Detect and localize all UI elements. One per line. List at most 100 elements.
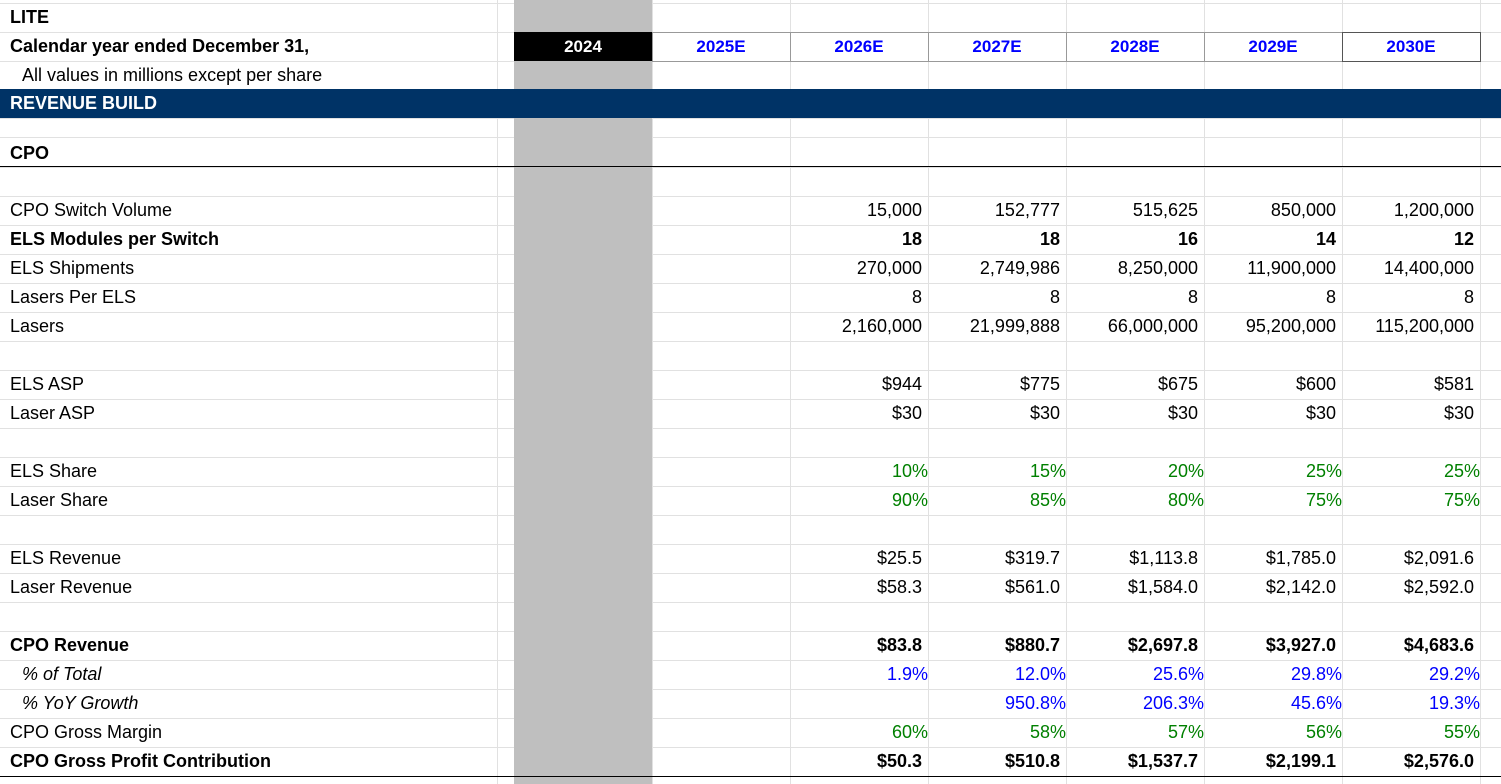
- grid-line: [1204, 0, 1205, 784]
- cell-value: $50.3: [876, 751, 922, 771]
- cell-value: $83.8: [876, 635, 922, 655]
- cell-value: $600: [1295, 374, 1336, 394]
- year-header-cell: [1342, 32, 1481, 62]
- year-header-cell: [1204, 32, 1343, 62]
- cell-value: 19.3%: [1428, 693, 1480, 713]
- cell-value: 21,999,888: [969, 316, 1060, 336]
- grid-line: [0, 254, 1501, 255]
- grid-line: [0, 747, 1501, 748]
- bottom-border: [0, 776, 1501, 777]
- grid-line: [0, 544, 1501, 545]
- grid-line: [1066, 0, 1067, 784]
- cell-value: $30: [1443, 403, 1474, 423]
- grid-line: [0, 3, 1501, 4]
- cell-value: $2,142.0: [1265, 577, 1336, 597]
- row-label: ELS Share: [10, 461, 98, 481]
- cell-value: 55%: [1443, 722, 1480, 742]
- row-label: ELS ASP: [10, 374, 85, 394]
- year-header: 2029E: [1248, 37, 1298, 56]
- cell-value: $581: [1433, 374, 1474, 394]
- cell-value: 15%: [1029, 461, 1066, 481]
- grid-line: [0, 283, 1501, 284]
- cell-value: $30: [1167, 403, 1198, 423]
- row-label: CPO Revenue: [10, 635, 130, 655]
- cell-value: 16: [1177, 229, 1198, 249]
- grid-line: [0, 341, 1501, 342]
- cell-value: 95,200,000: [1245, 316, 1336, 336]
- cell-value: $4,683.6: [1403, 635, 1474, 655]
- cell-value: 8,250,000: [1117, 258, 1198, 278]
- cell-value: $30: [1305, 403, 1336, 423]
- cell-value: 85%: [1029, 490, 1066, 510]
- cell-value: $58.3: [876, 577, 922, 597]
- cell-value: 80%: [1167, 490, 1204, 510]
- row-label: % of Total: [22, 664, 102, 684]
- row-label: ELS Modules per Switch: [10, 229, 220, 249]
- cell-value: 90%: [891, 490, 928, 510]
- grid-line: [0, 689, 1501, 690]
- grid-line: [1480, 0, 1481, 784]
- row-label: Laser Revenue: [10, 577, 133, 597]
- grid-line: [0, 399, 1501, 400]
- row-label: CPO Switch Volume: [10, 200, 173, 220]
- cell-value: $30: [891, 403, 922, 423]
- cell-value: 15,000: [866, 200, 922, 220]
- year-header-cell: [928, 32, 1067, 62]
- cell-value: $2,576.0: [1403, 751, 1474, 771]
- grid-line: [497, 0, 498, 784]
- grid-line: [0, 515, 1501, 516]
- row-label: Laser ASP: [10, 403, 96, 423]
- cell-value: $1,584.0: [1127, 577, 1198, 597]
- cell-value: 11,900,000: [1247, 258, 1336, 278]
- cell-value: 8: [911, 287, 922, 307]
- year-header-cell: [1066, 32, 1205, 62]
- ticker: LITE: [10, 7, 49, 27]
- cell-value: 25%: [1305, 461, 1342, 481]
- cell-value: 152,777: [994, 200, 1060, 220]
- grid-line: [0, 457, 1501, 458]
- grid-line: [1342, 0, 1343, 784]
- cell-value: 850,000: [1270, 200, 1336, 220]
- cell-value: 45.6%: [1290, 693, 1342, 713]
- cell-value: 56%: [1305, 722, 1342, 742]
- grid-line: [0, 312, 1501, 313]
- cell-value: 75%: [1305, 490, 1342, 510]
- row-label: Laser Share: [10, 490, 109, 510]
- grid-line: [790, 0, 791, 784]
- row-label: Lasers: [10, 316, 65, 336]
- cell-value: $561.0: [1004, 577, 1060, 597]
- grid-line: [0, 370, 1501, 371]
- cell-value: 25%: [1443, 461, 1480, 481]
- cell-value: $1,537.7: [1127, 751, 1198, 771]
- cell-value: 14: [1315, 229, 1336, 249]
- section-bar: [0, 89, 1501, 118]
- grid-line: [0, 196, 1501, 197]
- cell-value: $2,199.1: [1265, 751, 1336, 771]
- row-label: CPO Gross Margin: [10, 722, 163, 742]
- cell-value: 75%: [1443, 490, 1480, 510]
- grid-line: [0, 631, 1501, 632]
- cell-value: 1,200,000: [1393, 200, 1474, 220]
- row-label: Lasers Per ELS: [10, 287, 137, 307]
- year-header-cell: [514, 32, 652, 61]
- cell-value: 29.2%: [1428, 664, 1480, 684]
- year-header: 2027E: [972, 37, 1022, 56]
- grid-line: [652, 0, 653, 784]
- cell-value: 10%: [891, 461, 928, 481]
- units-note: All values in millions except per share: [22, 65, 323, 85]
- grid-line: [0, 428, 1501, 429]
- section-title: REVENUE BUILD: [10, 93, 158, 113]
- cell-value: 1.9%: [886, 664, 928, 684]
- grid-line: [0, 118, 1501, 119]
- cell-value: $775: [1019, 374, 1060, 394]
- highlight-column: [514, 0, 652, 784]
- subsection-title: CPO: [10, 143, 50, 163]
- cell-value: 58%: [1029, 722, 1066, 742]
- cell-value: 60%: [891, 722, 928, 742]
- cell-value: $319.7: [1004, 548, 1060, 568]
- grid-line: [0, 225, 1501, 226]
- cell-value: $880.7: [1004, 635, 1060, 655]
- grid-line: [0, 718, 1501, 719]
- cell-value: 12.0%: [1014, 664, 1066, 684]
- year-header: 2030E: [1386, 37, 1436, 56]
